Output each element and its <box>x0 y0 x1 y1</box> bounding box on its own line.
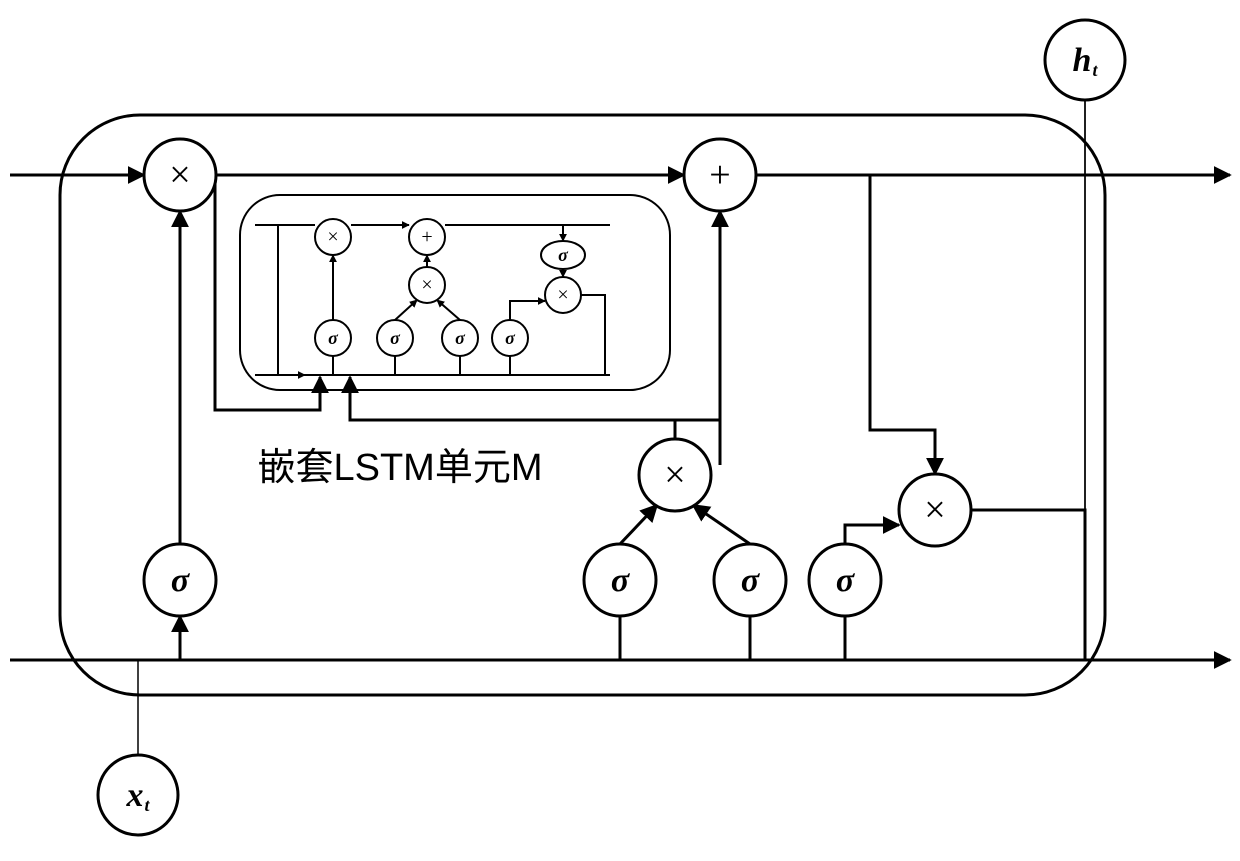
edge <box>845 525 899 544</box>
edge <box>693 505 750 544</box>
node-i_sigma2-label: σ <box>390 328 401 348</box>
node-i_mult1-label: × <box>327 226 338 248</box>
edge <box>581 295 605 375</box>
node-i_mult2-label: × <box>421 274 432 296</box>
node-i_sigma1-label: σ <box>328 328 339 348</box>
node-mult2-label: × <box>664 454 685 496</box>
node-i_sigma4-label: σ <box>505 328 516 348</box>
edge <box>510 301 545 320</box>
node-i_mult3-label: × <box>557 284 568 306</box>
node-sigma3-label: σ <box>741 562 761 599</box>
node-mult3-label: × <box>924 489 945 531</box>
node-i_sigma3-label: σ <box>455 328 466 348</box>
node-sigma4-label: σ <box>836 562 856 599</box>
edge <box>620 505 657 544</box>
edge <box>870 175 935 474</box>
node-sigma1-label: σ <box>171 562 191 599</box>
node-i_sigma_top-label: σ <box>558 245 569 265</box>
nested-lstm-diagram: htxt×+σ××σσσ×+×σ×σσσσ嵌套LSTM单元M <box>0 0 1240 861</box>
node-mult1-label: × <box>169 154 190 196</box>
outer-cell <box>60 115 1105 695</box>
node-sigma2-label: σ <box>611 562 631 599</box>
edge <box>971 510 1085 660</box>
edge <box>437 300 460 320</box>
node-i_plus-label: + <box>421 226 432 248</box>
caption: 嵌套LSTM单元M <box>257 447 542 489</box>
node-plus1-label: + <box>709 154 730 196</box>
edge <box>350 377 675 439</box>
edge <box>395 300 417 320</box>
